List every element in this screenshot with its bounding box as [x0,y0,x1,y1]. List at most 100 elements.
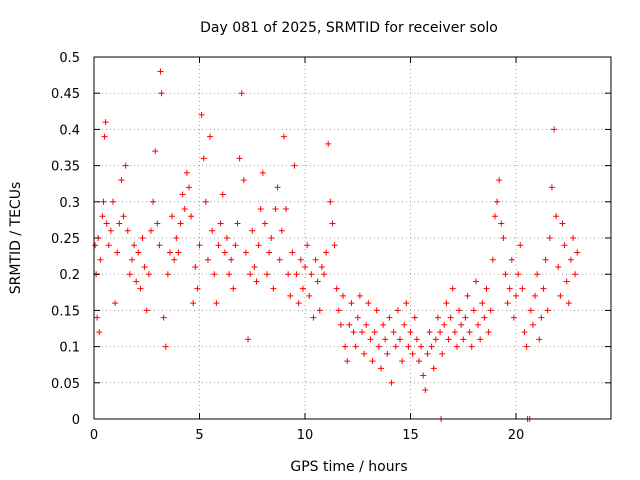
data-point [215,242,222,249]
data-point [209,227,216,234]
data-point [481,314,488,321]
data-point [124,227,131,234]
data-point [122,162,129,169]
data-point [147,227,154,234]
data-point [352,343,359,350]
data-point [557,292,564,299]
data-point [280,133,287,140]
data-point [240,177,247,184]
data-point [354,314,361,321]
data-point [289,249,296,256]
data-point [100,198,107,205]
data-point [295,300,302,307]
y-tick-label: 0.05 [51,377,80,392]
data-point [521,329,528,336]
data-point [297,256,304,263]
data-point [342,343,349,350]
data-point [251,263,258,270]
data-point [183,169,190,176]
data-point [318,263,325,270]
data-point [536,336,543,343]
data-point [181,206,188,213]
data-point [538,314,545,321]
data-point [434,314,441,321]
data-point [477,336,484,343]
data-point [350,329,357,336]
data-point [475,321,482,328]
data-point [418,343,425,350]
data-point [107,227,114,234]
data-point [226,271,233,278]
data-point [116,220,123,227]
data-point [310,314,317,321]
plot-frame [93,56,612,420]
data-point [361,350,368,357]
data-point [472,278,479,285]
data-point [371,329,378,336]
data-point [333,285,340,292]
data-point [413,336,420,343]
data-point [515,271,522,278]
data-point [460,336,467,343]
data-point [487,307,494,314]
data-point [555,263,562,270]
data-point [102,119,109,126]
data-point [325,140,332,147]
data-point [329,220,336,227]
data-point [544,307,551,314]
y-tick-label: 0.1 [59,341,80,356]
data-point [437,329,444,336]
data-point [375,343,382,350]
data-point [426,329,433,336]
data-point [171,256,178,263]
data-point [160,314,167,321]
data-point [259,169,266,176]
data-point [405,343,412,350]
data-point [348,300,355,307]
y-axis-label: SRMTID / TECUs [8,182,24,295]
data-point [270,285,277,292]
data-point [327,198,334,205]
data-point [356,292,363,299]
data-point [439,350,446,357]
x-axis-label: GPS time / hours [290,459,407,475]
data-point [185,184,192,191]
data-point [278,227,285,234]
data-point [266,249,273,256]
data-point [534,271,541,278]
data-point [445,336,452,343]
data-point [232,242,239,249]
x-tick-label: 10 [297,428,314,443]
data-point [483,285,490,292]
data-point [500,235,507,241]
data-point [173,235,180,241]
data-point [399,358,406,365]
data-point [141,263,148,270]
data-point [424,350,431,357]
data-point [103,220,110,227]
data-point [337,321,344,328]
data-point [470,307,477,314]
y-tick-label: 0.4 [59,123,80,138]
data-point [247,271,254,278]
data-point [443,300,450,307]
data-point [285,271,292,278]
data-point [468,343,475,350]
data-point [253,278,260,285]
data-point [192,263,199,270]
data-point [494,198,501,205]
y-tick-label: 0.35 [51,160,80,175]
data-point [510,314,517,321]
data-point [335,307,342,314]
tick-layer: 0 5 10 15 20 0 0.05 0.1 0.15 0.2 0.25 0.3 0.35 0.4 0.4… [51,51,611,443]
data-point [274,184,281,191]
data-point [137,285,144,292]
data-point [441,321,448,328]
data-point [365,300,372,307]
data-point [99,213,106,220]
data-point [234,220,241,227]
data-point [204,256,211,263]
data-point [175,249,182,256]
data-point [546,235,553,241]
